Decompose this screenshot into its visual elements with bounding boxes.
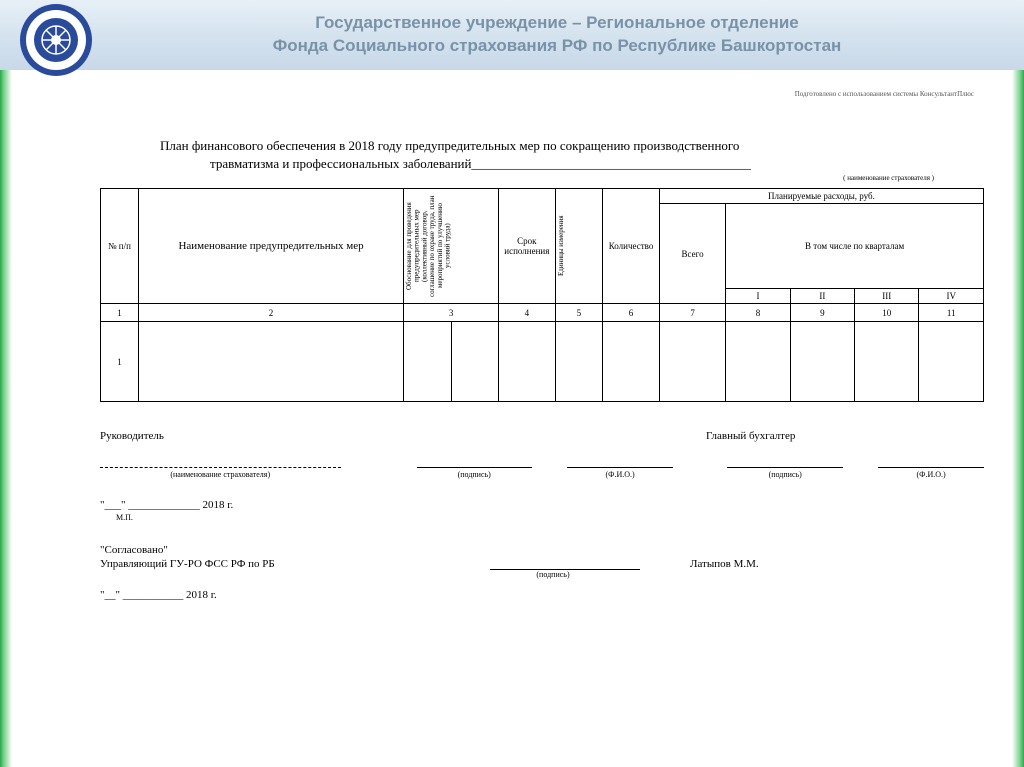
th-plan: Планируемые расходы, руб. — [659, 189, 983, 204]
th-kol: Количество — [603, 189, 660, 304]
th-vsego: Всего — [659, 204, 725, 304]
line-strah — [100, 456, 341, 468]
th-inq: В том числе по кварталам — [726, 204, 984, 289]
header-title: Государственное учреждение – Регионально… — [110, 12, 1024, 58]
date-1: "___" _____________ 2018 г. — [100, 499, 984, 511]
plan-table: № п/п Наименование предупредительных мер… — [100, 188, 984, 402]
side-gradient-right — [1012, 70, 1024, 767]
th-name: Наименование предупредительных мер — [138, 189, 403, 304]
cap-fio-2: (Ф.И.О.) — [878, 470, 984, 479]
doc-subtitle: травматизма и профессиональных заболеван… — [210, 156, 944, 172]
fss-logo — [18, 2, 94, 78]
table-row: 1 — [101, 322, 984, 402]
cap-podpis-1: (подпись) — [417, 470, 532, 479]
mp-label: М.П. — [116, 513, 984, 522]
line-podpis-1 — [417, 456, 532, 468]
th-num: № п/п — [101, 189, 139, 304]
agree-podpis-cap: (подпись) — [478, 570, 628, 579]
th-q3: III — [855, 289, 919, 304]
cap-strah: (наименование страхователя) — [100, 470, 341, 479]
doc-title: План финансового обеспечения в 2018 году… — [160, 138, 944, 154]
agree-quote: "Согласовано" — [100, 544, 984, 556]
header-bar: Государственное учреждение – Регионально… — [0, 0, 1024, 70]
label-ruk: Руководитель — [100, 430, 200, 442]
agree-name: Латыпов М.М. — [690, 558, 759, 570]
th-q1: I — [726, 289, 790, 304]
th-v3: Единицы измерения — [555, 189, 602, 304]
watermark-text: Подготовлено с использованием системы Ко… — [100, 90, 984, 98]
column-number-row: 1 2 3 4 5 6 7 8 9 10 11 — [101, 304, 984, 322]
doc-tinylabel: ( наименование страхователя ) — [100, 174, 934, 182]
agree-sign-line — [490, 558, 640, 570]
line-podpis-2 — [727, 456, 842, 468]
date-2: "__" ___________ 2018 г. — [100, 589, 984, 601]
th-q2: II — [790, 289, 854, 304]
signatures: Руководитель Главный бухгалтер (наименов… — [100, 430, 984, 601]
header-line1: Государственное учреждение – Регионально… — [315, 13, 799, 32]
th-srok: Срок исполнения — [498, 189, 555, 304]
cap-podpis-2: (подпись) — [727, 470, 842, 479]
line-fio-2 — [878, 456, 984, 468]
th-v1: Обоснование для проведения предупредител… — [404, 189, 499, 304]
th-q4: IV — [919, 289, 984, 304]
agree-title: Управляющий ГУ-РО ФСС РФ по РБ — [100, 558, 350, 570]
cap-fio-1: (Ф.И.О.) — [567, 470, 673, 479]
side-gradient-left — [0, 70, 12, 767]
label-glav: Главный бухгалтер — [706, 430, 836, 442]
header-line2: Фонда Социального страхования РФ по Респ… — [273, 36, 842, 55]
line-fio-1 — [567, 456, 673, 468]
document-content: Подготовлено с использованием системы Ко… — [100, 90, 984, 601]
